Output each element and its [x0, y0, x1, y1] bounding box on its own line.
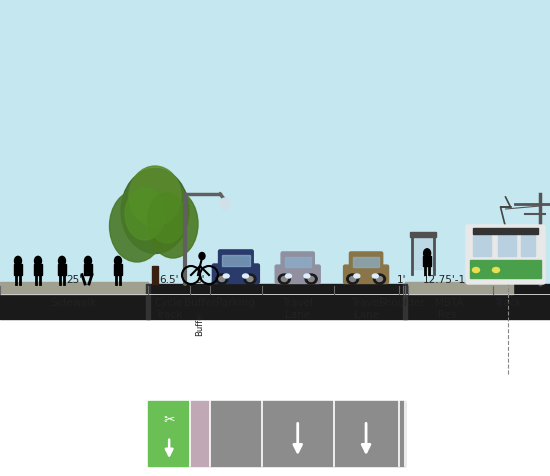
FancyBboxPatch shape	[275, 266, 320, 284]
Bar	[0, 319, 550, 476]
Text: Sidewalk: Sidewalk	[51, 298, 97, 307]
Text: Track: Track	[494, 298, 522, 307]
FancyBboxPatch shape	[466, 226, 545, 284]
Bar	[222, 256, 250, 266]
Text: 8': 8'	[231, 275, 241, 284]
Ellipse shape	[220, 198, 230, 210]
Text: ¢: ¢	[504, 275, 512, 284]
Ellipse shape	[492, 268, 499, 273]
Ellipse shape	[219, 277, 225, 282]
Ellipse shape	[304, 275, 310, 278]
Bar	[148, 401, 190, 466]
Ellipse shape	[148, 194, 186, 244]
Bar	[353, 258, 379, 268]
Ellipse shape	[129, 167, 181, 227]
Ellipse shape	[373, 275, 386, 284]
Text: 3': 3'	[195, 275, 205, 284]
Bar	[284, 258, 311, 268]
Ellipse shape	[85, 257, 91, 266]
Ellipse shape	[109, 190, 164, 262]
Bar	[34, 264, 42, 275]
Ellipse shape	[35, 257, 41, 266]
Bar	[473, 236, 491, 257]
Text: Shoulder: Shoulder	[378, 298, 425, 307]
Ellipse shape	[285, 275, 292, 278]
Ellipse shape	[350, 277, 356, 282]
Bar	[405, 282, 513, 294]
Bar	[0, 282, 148, 294]
Ellipse shape	[281, 277, 287, 282]
Ellipse shape	[308, 277, 314, 282]
Text: Buffer: Buffer	[196, 309, 205, 335]
Bar	[498, 236, 516, 257]
Ellipse shape	[223, 275, 229, 278]
Bar	[262, 401, 333, 466]
Bar	[333, 401, 399, 466]
Text: Parking: Parking	[217, 298, 255, 307]
Ellipse shape	[148, 190, 198, 258]
Ellipse shape	[199, 253, 205, 260]
FancyBboxPatch shape	[218, 250, 253, 268]
Bar	[210, 401, 262, 466]
Text: Buffer: Buffer	[184, 298, 216, 307]
Bar	[470, 260, 541, 278]
Ellipse shape	[244, 275, 256, 284]
Bar	[521, 236, 535, 257]
Text: 11': 11'	[290, 275, 306, 284]
Text: Travel
Lane: Travel Lane	[282, 298, 313, 319]
Ellipse shape	[424, 249, 431, 258]
Bar	[58, 264, 66, 275]
Ellipse shape	[58, 257, 65, 266]
FancyBboxPatch shape	[344, 266, 388, 284]
Bar	[0, 284, 550, 319]
Bar	[410, 232, 436, 238]
Ellipse shape	[278, 275, 290, 284]
Bar	[403, 284, 407, 319]
Ellipse shape	[354, 275, 360, 278]
FancyBboxPatch shape	[212, 265, 260, 284]
Ellipse shape	[14, 257, 21, 266]
Text: 12.75'-14': 12.75'-14'	[423, 275, 475, 284]
Ellipse shape	[125, 188, 165, 240]
Ellipse shape	[121, 169, 189, 254]
Text: MBTA
Res.: MBTA Res.	[434, 298, 463, 319]
Bar	[152, 267, 158, 284]
Text: 10': 10'	[358, 275, 374, 284]
Bar	[114, 264, 122, 275]
Bar	[14, 264, 22, 275]
Ellipse shape	[305, 275, 317, 284]
Ellipse shape	[372, 275, 378, 278]
Ellipse shape	[216, 275, 228, 284]
Bar	[399, 401, 405, 466]
FancyBboxPatch shape	[349, 252, 383, 269]
Bar	[413, 238, 433, 269]
Ellipse shape	[472, 268, 480, 273]
Ellipse shape	[247, 277, 253, 282]
Ellipse shape	[114, 257, 122, 266]
Text: 25': 25'	[66, 275, 82, 284]
Text: 6.5': 6.5'	[160, 275, 179, 284]
Text: Travel
Lane: Travel Lane	[350, 298, 382, 319]
Ellipse shape	[346, 275, 359, 284]
Bar	[0, 289, 550, 476]
FancyBboxPatch shape	[281, 252, 315, 269]
Ellipse shape	[243, 275, 249, 278]
Bar	[84, 264, 92, 275]
Bar	[190, 401, 210, 466]
Bar	[146, 284, 150, 319]
Bar	[0, 0, 550, 319]
Text: ✂: ✂	[163, 412, 175, 426]
Ellipse shape	[377, 277, 382, 282]
Text: 1': 1'	[397, 275, 406, 284]
Text: Cycle
Track: Cycle Track	[155, 298, 184, 319]
Bar	[423, 256, 431, 266]
Bar	[473, 228, 538, 234]
